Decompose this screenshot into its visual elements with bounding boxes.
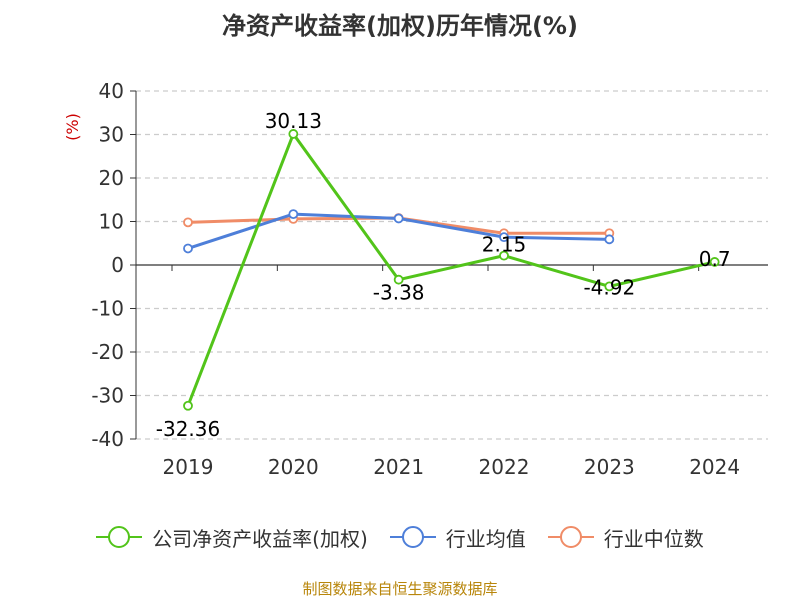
data-point-1	[183, 243, 193, 254]
data-point-0	[709, 257, 720, 267]
x-tick-label: 2024	[689, 455, 740, 479]
y-tick-label: 0	[111, 253, 124, 277]
data-point-1	[499, 232, 509, 243]
y-tick-label: -20	[91, 340, 124, 364]
legend-label: 行业均值	[445, 526, 526, 551]
y-tick-label: -10	[91, 297, 124, 321]
legend-marker-icon	[96, 526, 143, 548]
x-tick-label: 2022	[479, 455, 530, 479]
data-point-0	[393, 274, 404, 285]
legend-label: 公司净资产收益率(加权)	[152, 526, 368, 551]
data-label: 0.7	[699, 247, 731, 271]
chart-title: 净资产收益率(加权)历年情况(%)	[222, 12, 578, 40]
legend-label: 行业中位数	[603, 526, 704, 551]
data-source-note: 制图数据来自恒生聚源数据库	[302, 580, 498, 598]
data-point-0	[183, 400, 193, 411]
grid-lines	[136, 90, 768, 440]
data-label: 2.15	[482, 233, 527, 257]
x-tick-label: 2019	[163, 455, 214, 479]
y-tick-label: -30	[91, 384, 124, 408]
legend-item-industry-median[interactable]: 行业中位数	[547, 523, 704, 552]
data-point-1	[393, 213, 404, 224]
x-tick-label: 2020	[268, 455, 319, 479]
data-label: -4.92	[583, 275, 635, 299]
data-label: 30.13	[265, 109, 322, 133]
legend: 公司净资产收益率(加权) 行业均值 行业中位数	[0, 521, 800, 553]
series-line-0	[186, 132, 716, 407]
x-tick-label: 2023	[584, 455, 635, 479]
data-labels: -32.36 30.13 -3.38 2.15 -4.92 0.7	[156, 109, 731, 441]
legend-circle-icon	[559, 526, 582, 548]
y-tick-label: 20	[99, 166, 124, 190]
x-tick-label: 2021	[373, 455, 424, 479]
data-point-2	[183, 217, 193, 228]
data-point-0	[604, 281, 615, 292]
data-point-1	[288, 209, 299, 220]
y-tick-label: 40	[99, 79, 124, 103]
data-point-0	[499, 250, 509, 261]
data-label: -32.36	[156, 417, 220, 441]
legend-marker-icon	[547, 526, 594, 548]
y-axis-unit-label: (%)	[63, 113, 82, 141]
legend-circle-icon	[401, 526, 424, 548]
legend-marker-icon	[389, 526, 436, 548]
legend-item-industry-mean[interactable]: 行业均值	[389, 523, 526, 552]
y-tick-label: -40	[91, 427, 124, 451]
legend-item-company-roe[interactable]: 公司净资产收益率(加权)	[96, 523, 368, 552]
series-lines	[183, 129, 720, 411]
legend-circle-icon	[108, 526, 131, 548]
data-point-1	[604, 234, 615, 245]
axes: 40 30 20 10 0 -10 -20 -30 -40 2019 2020 2021 2022 202…	[63, 79, 768, 479]
y-tick-label: 10	[99, 210, 124, 234]
data-point-0	[288, 129, 299, 139]
y-tick-label: 30	[99, 123, 124, 147]
data-label: -3.38	[373, 281, 425, 305]
